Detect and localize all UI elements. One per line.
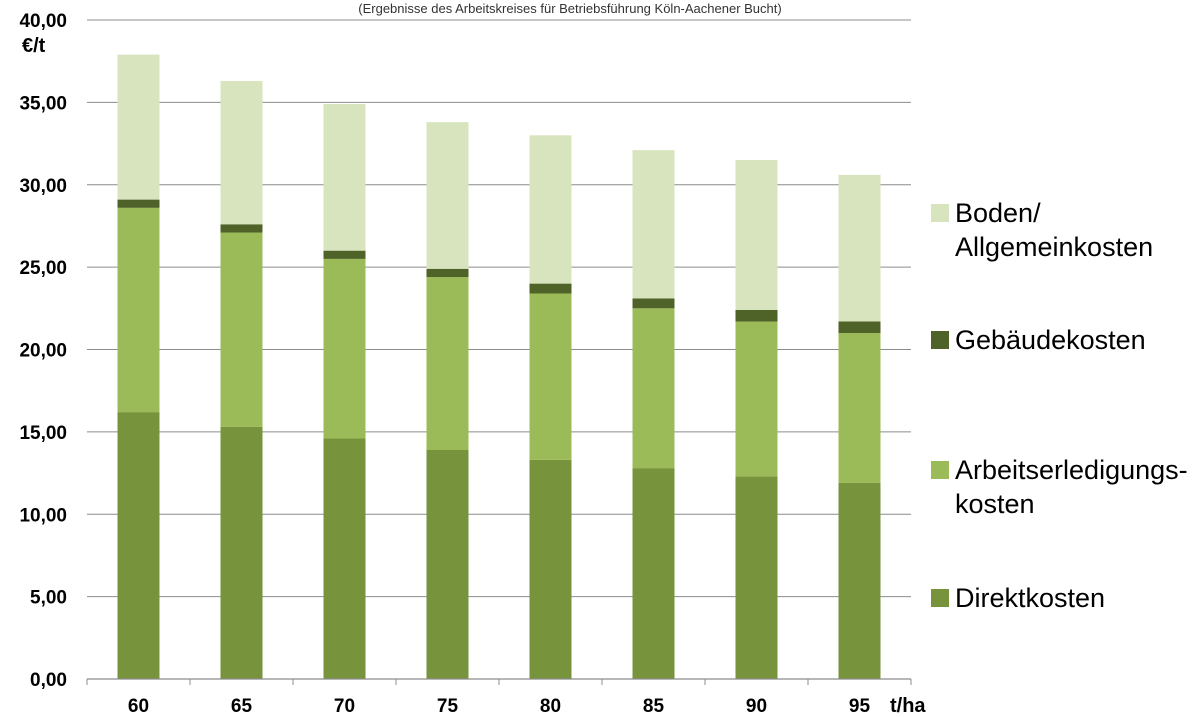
y-tick-label: 10,00 <box>19 505 67 526</box>
y-tick-label: 35,00 <box>19 93 67 114</box>
bar-segment <box>220 232 263 427</box>
bar-segment <box>117 199 160 208</box>
bar-segment <box>735 160 778 310</box>
y-axis-tick-labels: 0,00 5,00 10,00 15,00 20,00 25,00 30,00 35,00 40… <box>19 11 67 691</box>
x-tick-label: 60 <box>128 696 149 717</box>
bar-segment <box>323 258 366 439</box>
bar-segment <box>632 308 675 469</box>
x-tick-label: 95 <box>849 696 871 717</box>
legend-swatch <box>931 589 949 607</box>
bar-segment <box>529 293 572 460</box>
bar-segment <box>426 268 469 278</box>
y-axis-unit-label: €/t <box>22 35 46 57</box>
bar-segment <box>220 224 263 233</box>
bar-segment <box>323 104 366 251</box>
legend-label: Direktkosten <box>955 583 1105 613</box>
legend-swatch <box>931 204 949 222</box>
x-tick-label: 85 <box>643 696 665 717</box>
bar-segment <box>632 150 675 299</box>
x-tick-label: 70 <box>334 696 355 717</box>
bar-segment <box>529 135 572 284</box>
bar-segment <box>117 54 160 200</box>
legend-swatch <box>931 331 949 349</box>
bar-segment <box>426 449 469 679</box>
bar-segment <box>529 283 572 294</box>
legend-label: Gebäudekosten <box>955 325 1146 355</box>
bar-segment <box>117 412 160 679</box>
bar-segment <box>838 321 881 334</box>
bar-segment <box>838 174 881 322</box>
bar-segment <box>323 250 366 259</box>
legend-label: Boden/ <box>955 198 1041 228</box>
y-tick-label: 25,00 <box>19 258 67 279</box>
bar-segment <box>838 333 881 483</box>
legend: Boden/Allgemeinkosten Gebäudekosten Arbeit… <box>931 198 1188 613</box>
x-tick-label: 75 <box>437 696 459 717</box>
bar-segment <box>220 426 263 679</box>
x-tick-label: 80 <box>540 696 561 717</box>
x-tick-label: 65 <box>231 696 253 717</box>
legend-label: Arbeitserledigungs- <box>955 455 1188 485</box>
bar-segment <box>838 482 881 679</box>
y-tick-label: 30,00 <box>19 176 67 197</box>
bar-segment <box>632 468 675 679</box>
bar-segment <box>632 298 675 309</box>
bar-segment <box>220 80 263 225</box>
bar-segment <box>323 438 366 679</box>
y-tick-label: 5,00 <box>30 588 67 609</box>
legend-label: Allgemeinkosten <box>955 232 1153 262</box>
y-tick-label: 20,00 <box>19 341 67 362</box>
bar-segment <box>735 321 778 477</box>
gridlines <box>87 19 911 598</box>
bars <box>117 54 881 679</box>
bar-segment <box>529 459 572 679</box>
y-tick-label: 0,00 <box>30 670 67 691</box>
x-axis-tick-labels: 60 65 70 75 80 85 90 95 <box>86 679 912 717</box>
chart-subtitle: (Ergebnisse des Arbeitskreises für Betri… <box>358 1 781 16</box>
x-axis-unit-label: t/ha <box>890 695 926 717</box>
bar-segment <box>426 277 469 450</box>
legend-label: kosten <box>955 489 1035 519</box>
bar-segment <box>735 309 778 322</box>
bar-segment <box>735 476 778 679</box>
y-tick-label: 40,00 <box>19 11 67 32</box>
bar-segment <box>117 207 160 413</box>
bar-segment <box>426 122 469 269</box>
y-tick-label: 15,00 <box>19 423 67 444</box>
legend-swatch <box>931 461 949 479</box>
x-tick-label: 90 <box>746 696 767 717</box>
